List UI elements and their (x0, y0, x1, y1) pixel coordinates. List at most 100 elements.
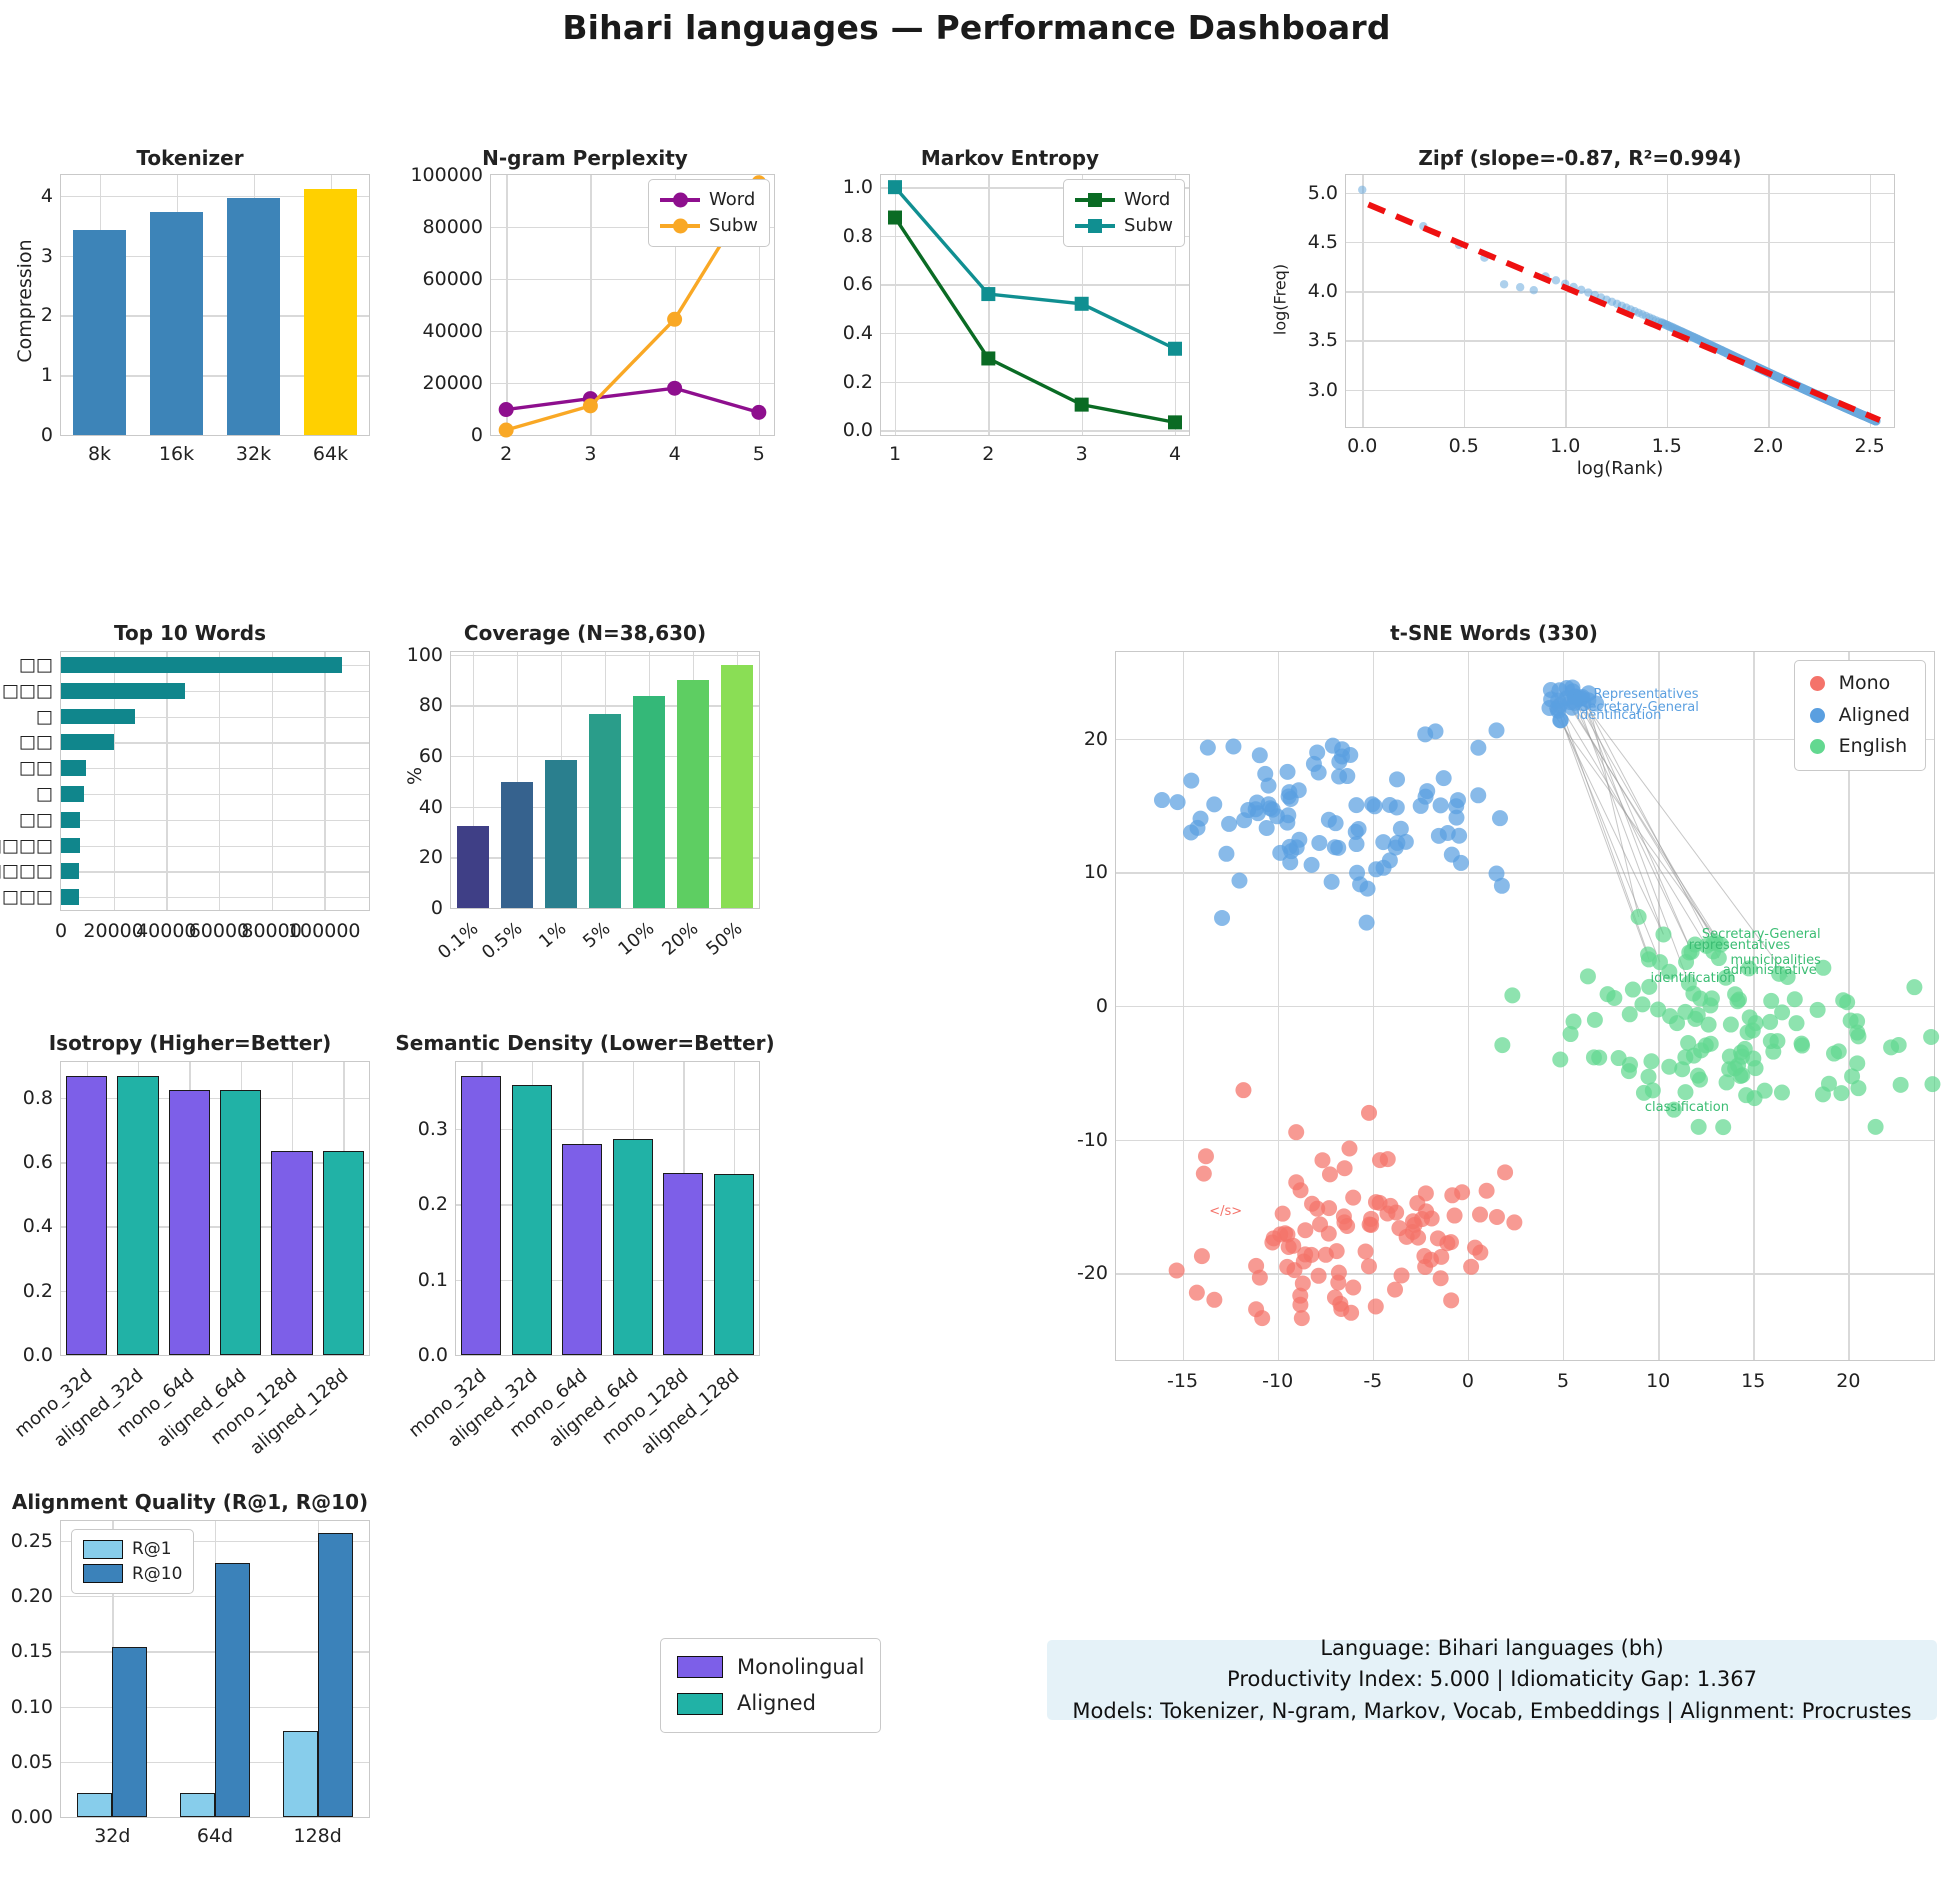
gridline-horizontal (881, 235, 1189, 238)
legend-label: Subw (1124, 215, 1173, 237)
y-tick-label: □□□□ (0, 835, 53, 856)
gridline-vertical (271, 652, 273, 910)
bar (180, 1792, 215, 1817)
y-tick-label: 40 (418, 795, 443, 818)
y-tick-label: 0.20 (10, 1585, 53, 1608)
y-tick-label: 0.00 (10, 1806, 53, 1828)
gridline-vertical (1768, 175, 1770, 427)
x-tick-label: 1.5 (1651, 435, 1682, 457)
y-tick-label: 0.2 (842, 370, 873, 393)
y-tick-label: 0.4 (22, 1215, 53, 1238)
gridline-horizontal (61, 845, 369, 847)
y-tick-label: 1.0 (842, 176, 873, 199)
gridline-vertical (988, 175, 990, 435)
gridline-horizontal (61, 768, 369, 770)
gridline-horizontal (61, 897, 369, 899)
legend-label: Monolingual (737, 1655, 865, 1679)
chart-tokenizer: Tokenizer Compression 0 1 2 3 4 8k 16k 32k 64k (0, 140, 380, 470)
gridline-vertical (113, 652, 116, 910)
bar (112, 1646, 148, 1817)
legend-markov_entropy: Word Subw (1063, 179, 1185, 248)
bar (61, 760, 86, 777)
x-tick-label: 32k (235, 443, 272, 465)
legend-line (1075, 219, 1116, 234)
x-tick-label: 60000 (188, 920, 250, 942)
gridline-horizontal (1346, 241, 1894, 244)
x-tick-label: 20% (658, 918, 703, 960)
chart-title-semantic-density: Semantic Density (Lower=Better) (395, 1031, 775, 1055)
bar (77, 1792, 113, 1817)
x-tick-label: 80000 (241, 920, 302, 942)
legend-swatch (677, 1656, 723, 1679)
legend-alignment-quality: R@1 R@10 (71, 1529, 195, 1595)
y-tick-label: 4 (40, 184, 53, 207)
x-tick-label: -5 (1363, 1370, 1383, 1392)
legend-swatch (83, 1564, 123, 1584)
y-tick-label: 0.8 (22, 1086, 53, 1109)
page-title: Bihari languages — Performance Dashboard (562, 8, 1391, 47)
gridline-horizontal (1116, 1273, 1934, 1275)
chart-title-isotropy: Isotropy (Higher=Better) (48, 1031, 332, 1055)
y-tick-label: 0.1 (417, 1268, 448, 1291)
x-tick-label: 4 (668, 443, 681, 465)
y-tick-label: 0.25 (10, 1529, 53, 1552)
y-tick-label: □□□ (1, 680, 53, 702)
gridline-horizontal (491, 279, 774, 281)
legend-marker (1088, 219, 1103, 234)
y-tick-label: 0 (1095, 995, 1108, 1017)
y-tick-label: 2 (40, 304, 53, 327)
gridline-vertical (758, 175, 761, 435)
gridline-vertical (517, 652, 519, 908)
y-tick-label: 3 (40, 244, 53, 267)
chart-title-markov: Markov Entropy (920, 146, 1100, 170)
gridline-horizontal (881, 187, 1189, 189)
gridline-horizontal (491, 227, 774, 229)
legend-item: R@10 (83, 1562, 182, 1587)
legend-item: Word (1075, 187, 1173, 213)
y-tick-label: 0.6 (842, 273, 873, 296)
gridline-vertical (473, 652, 475, 908)
y-tick-label: □ (35, 783, 53, 805)
y-tick-label: 3.0 (1307, 378, 1338, 401)
x-tick-label: 0.1% (433, 918, 483, 964)
legend-item: Mono (1806, 668, 1914, 700)
x-tick-label: 2.5 (1854, 435, 1885, 457)
tsne-annotation: classification (1644, 1099, 1729, 1115)
bar (282, 1730, 318, 1817)
y-tick-label: □□ (18, 654, 53, 676)
legend-item: Aligned (1806, 700, 1914, 732)
bar (612, 1138, 653, 1355)
chart-tsne: t-SNE Words (330) -15 -10 -5 0 5 10 15 20 -20 -10… (1035, 615, 1953, 1425)
info-language: Language: Bihari languages (bh) (1320, 1635, 1664, 1660)
tsne-annotation: identification (1576, 708, 1662, 724)
gridline-horizontal (451, 654, 759, 656)
tsne-annotation: Secretary-General (1580, 700, 1699, 716)
y-tick-label: 20 (1083, 727, 1108, 750)
x-tick-label: 1.0 (1550, 435, 1581, 457)
chart-title-zipf: Zipf (slope=-0.87, R²=0.994) (1418, 146, 1742, 170)
bar (61, 708, 136, 725)
gridline-horizontal (61, 793, 369, 796)
bar (117, 1076, 159, 1355)
info-models: Models: Tokenizer, N-gram, Markov, Vocab… (1072, 1698, 1912, 1723)
legend-item: R@1 (83, 1537, 182, 1562)
gridline-horizontal (881, 430, 1189, 432)
chart-title-ngram: N-gram Perplexity (482, 146, 688, 170)
legend-line (660, 218, 701, 234)
gridline-vertical (506, 175, 508, 435)
zipf-points-overlay (1358, 185, 1881, 426)
gridline-vertical (1666, 175, 1669, 427)
x-tick-label: 1 (888, 443, 902, 465)
bar (511, 1085, 552, 1355)
y-tick-label: 4.5 (1307, 230, 1338, 253)
gridline-horizontal (61, 1226, 369, 1228)
bar (633, 696, 665, 908)
gridline-horizontal (61, 255, 369, 258)
chart-title-coverage: Coverage (N=38,630) (463, 621, 707, 645)
bar (677, 680, 709, 908)
chart-title-topwords: Top 10 Words (114, 621, 266, 645)
y-tick-label: 10 (1083, 861, 1108, 884)
bar (562, 1144, 603, 1355)
gridline-horizontal (1116, 1139, 1934, 1141)
gridline-horizontal (1346, 192, 1894, 195)
